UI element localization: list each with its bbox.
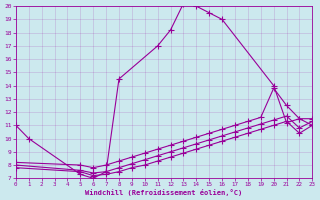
X-axis label: Windchill (Refroidissement éolien,°C): Windchill (Refroidissement éolien,°C) [85,189,243,196]
